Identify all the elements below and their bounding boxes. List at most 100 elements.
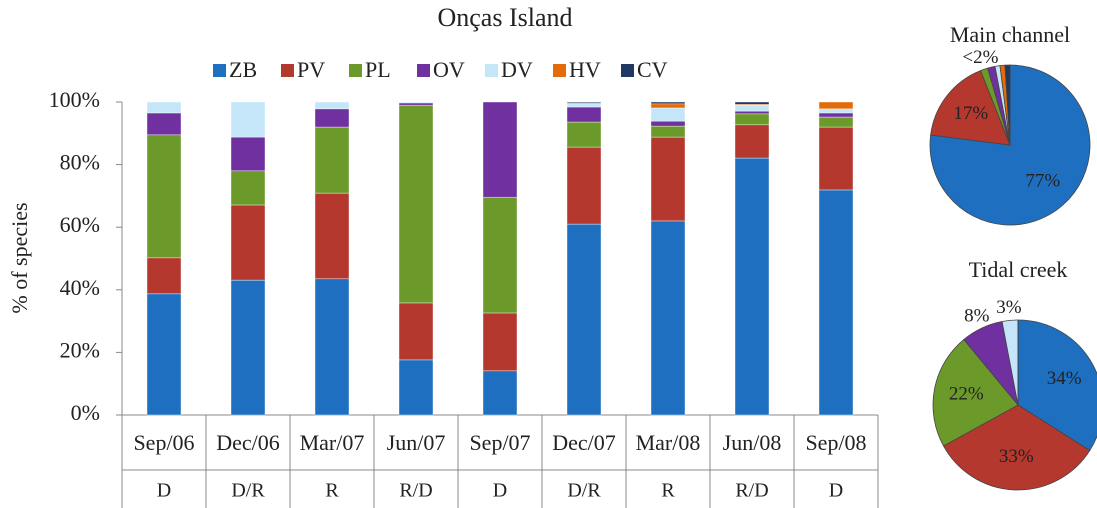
bar-segment (650, 125, 686, 138)
y-tick-label: 80% (60, 150, 100, 175)
bar-segment (230, 136, 266, 172)
y-tick-label: 100% (49, 87, 100, 112)
bar-segment (818, 101, 854, 110)
bar-segment (482, 370, 518, 416)
x-sublabel: D (829, 480, 843, 502)
bar-segment (398, 104, 434, 304)
bar-segment (482, 196, 518, 314)
bar-segment (650, 103, 686, 109)
y-tick-label: 60% (60, 212, 100, 237)
pie-label: 8% (964, 306, 990, 327)
pie-label: 17% (953, 103, 988, 124)
bar-segment (818, 126, 854, 191)
legend-swatch (349, 64, 362, 77)
bar-segment (818, 116, 854, 128)
bar-segment (734, 101, 770, 105)
bar-segment (146, 293, 182, 416)
pie-label: 34% (1047, 368, 1082, 389)
bar-segment (650, 220, 686, 416)
legend-swatch (417, 64, 430, 77)
legend-swatch (553, 64, 566, 77)
bar-segment (650, 101, 686, 105)
bar-segment (566, 121, 602, 148)
bar-segment (314, 108, 350, 128)
bar-segment (230, 170, 266, 206)
x-sublabel: R/D (399, 480, 432, 502)
x-sublabel: D/R (567, 480, 601, 502)
y-tick-label: 40% (60, 275, 100, 300)
legend-swatch (485, 64, 498, 77)
x-sublabel: D (157, 480, 171, 502)
bar-segment (482, 101, 518, 198)
bar-segment (314, 192, 350, 280)
bar-segment (230, 204, 266, 281)
bar-segment (734, 104, 770, 112)
x-tick-label: Sep/06 (133, 430, 194, 455)
bar-segment (398, 102, 434, 106)
pie-slice (932, 338, 1019, 447)
x-tick-label: Jun/07 (387, 430, 446, 455)
x-tick-label: Mar/07 (300, 430, 365, 455)
x-tick-label: Mar/08 (636, 430, 701, 455)
pie-slice (930, 70, 1011, 146)
bar-segment (230, 279, 266, 416)
x-sublabel: R/D (735, 480, 768, 502)
bar-segment (650, 120, 686, 127)
legend-label: HV (569, 57, 601, 82)
pie-title: Main channel (950, 22, 1070, 47)
pie-label: 22% (949, 383, 984, 404)
y-tick-label: 20% (60, 337, 100, 362)
bar-segment (650, 107, 686, 122)
pie-label: 33% (999, 446, 1034, 467)
bar-segment (314, 278, 350, 416)
x-sublabel: D (493, 480, 507, 502)
pie-label: 77% (1025, 171, 1060, 192)
bar-segment (482, 312, 518, 372)
bar-segment (146, 101, 182, 114)
legend-label: ZB (229, 57, 257, 82)
bar-segment (314, 126, 350, 194)
bar-segment (398, 302, 434, 361)
x-tick-label: Sep/07 (469, 430, 530, 455)
bar-segment (566, 103, 602, 108)
pie-slice (1017, 319, 1097, 452)
legend-swatch (621, 64, 634, 77)
legend-label: DV (501, 57, 533, 82)
y-tick-label: 0% (71, 400, 100, 425)
bar-segment (566, 223, 602, 416)
y-axis-label: % of species (7, 202, 32, 313)
legend-label: PL (365, 57, 391, 82)
bar-segment (398, 359, 434, 416)
pie-slice (1004, 64, 1011, 146)
x-tick-label: Dec/07 (552, 430, 616, 455)
legend-swatch (213, 64, 226, 77)
x-sublabel: D/R (231, 480, 265, 502)
bar-segment (230, 101, 266, 138)
bar-segment (818, 108, 854, 114)
bar-segment (734, 157, 770, 416)
bar-segment (566, 146, 602, 225)
bar-segment (398, 101, 434, 104)
legend-label: CV (637, 57, 668, 82)
bar-segment (734, 110, 770, 115)
legend-label: OV (433, 57, 465, 82)
bar-segment (146, 257, 182, 295)
x-sublabel: R (325, 480, 339, 502)
x-tick-label: Dec/06 (216, 430, 280, 455)
bar-segment (146, 112, 182, 136)
chart-title: Onças Island (437, 3, 572, 32)
legend-swatch (281, 64, 294, 77)
pie-title: Tidal creek (969, 257, 1068, 282)
bar-segment (818, 189, 854, 416)
bar-segment (734, 124, 770, 159)
pie-label: <2% (962, 47, 998, 68)
bar-segment (146, 134, 182, 259)
bar-segment (314, 101, 350, 110)
x-tick-label: Jun/08 (723, 430, 782, 455)
x-sublabel: R (661, 480, 675, 502)
pie-label: 3% (996, 297, 1022, 318)
x-tick-label: Sep/08 (805, 430, 866, 455)
legend-label: PV (297, 57, 325, 82)
